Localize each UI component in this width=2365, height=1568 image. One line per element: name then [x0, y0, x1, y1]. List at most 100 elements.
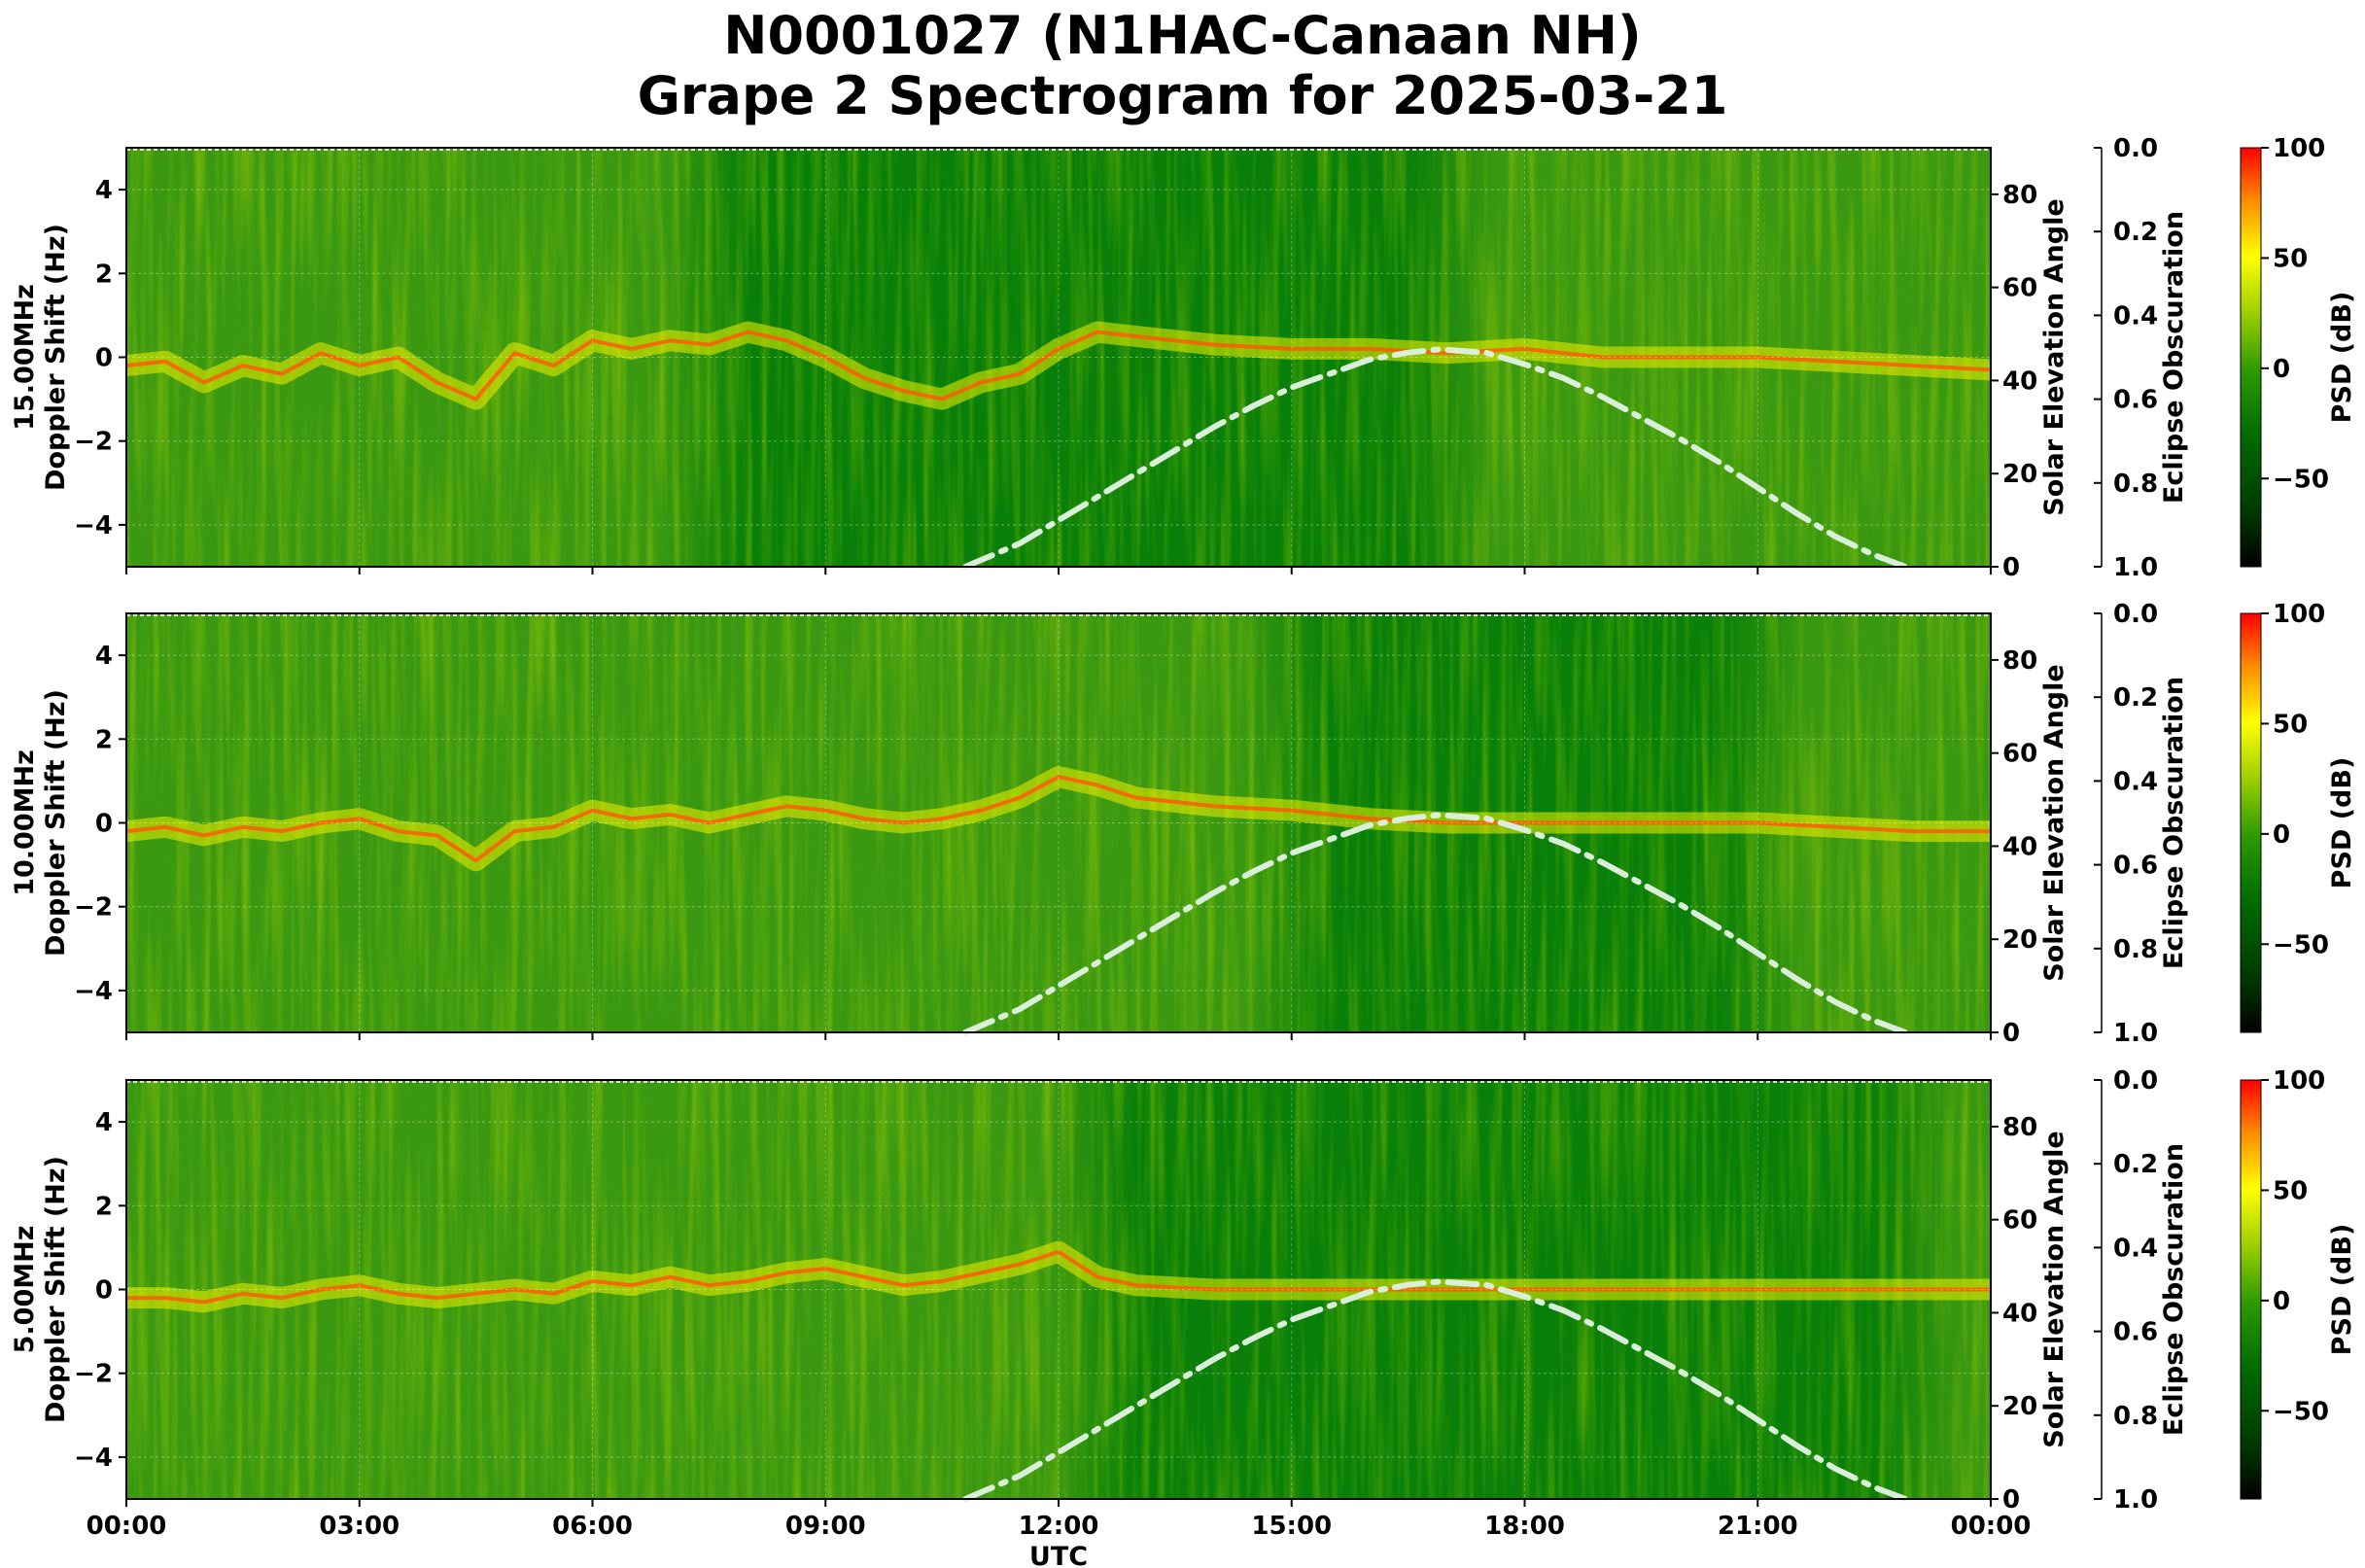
- solar-elevation-curve: [962, 346, 1909, 570]
- y-tick-label: 4: [95, 176, 113, 205]
- y-tick-label: 4: [95, 642, 113, 671]
- eclipse-tick-label: 0.4: [2113, 767, 2158, 796]
- x-tick-label: 12:00: [1019, 1512, 1099, 1541]
- doppler-trace-line: [125, 330, 1992, 401]
- x-tick-label: 03:00: [319, 1512, 400, 1541]
- eclipse-tick-label: 0.2: [2113, 218, 2158, 247]
- solar-axis-label: Solar Elevation Angle: [2039, 664, 2069, 981]
- colorbar: [2240, 147, 2262, 568]
- y-tick-label: 2: [95, 260, 113, 289]
- eclipse-tick-label: 0.4: [2113, 1234, 2158, 1263]
- y-axis-label-freq: 15.00MHz: [10, 284, 40, 431]
- eclipse-tick-label: 0.4: [2113, 301, 2158, 331]
- solar-tick-label: 0: [2002, 1485, 2020, 1515]
- eclipse-tick-label: 1.0: [2113, 553, 2158, 582]
- colorbar-label: PSD (dB): [2327, 757, 2357, 889]
- eclipse-tick-label: 0.0: [2113, 600, 2158, 629]
- x-axis-label: UTC: [1029, 1542, 1088, 1568]
- colorbar-tick-label: 100: [2273, 600, 2325, 629]
- colorbar-tick-label: −50: [2273, 930, 2329, 959]
- colorbar: [2240, 1079, 2262, 1500]
- eclipse-tick-label: 0.8: [2113, 1402, 2158, 1431]
- solar-tick-label: 40: [2002, 832, 2037, 861]
- x-tick-label: 21:00: [1718, 1512, 1798, 1541]
- colorbar-tick-label: 100: [2273, 1066, 2325, 1096]
- eclipse-tick-label: 0.6: [2113, 1318, 2158, 1347]
- y-axis-label: 10.00MHzDoppler Shift (Hz): [10, 689, 71, 957]
- eclipse-axis-label: Eclipse Obscuration: [2159, 677, 2189, 969]
- eclipse-tick-label: 0.2: [2113, 683, 2158, 713]
- eclipse-tick-label: 1.0: [2113, 1485, 2158, 1515]
- x-tick-label: 00:00: [1951, 1512, 2032, 1541]
- solar-tick-label: 40: [2002, 1299, 2037, 1328]
- solar-tick-label: 20: [2002, 460, 2037, 489]
- figure-title-line1: N0001027 (N1HAC-Canaan NH): [723, 5, 1642, 66]
- colorbar: [2240, 612, 2262, 1033]
- eclipse-tick-label: 1.0: [2113, 1019, 2158, 1048]
- solar-axis-label: Solar Elevation Angle: [2039, 1131, 2069, 1447]
- eclipse-tick-label: 0.6: [2113, 386, 2158, 415]
- x-tick-label: 06:00: [552, 1512, 633, 1541]
- colorbar-tick-label: −50: [2273, 465, 2329, 494]
- y-tick-label: −4: [74, 977, 113, 1006]
- eclipse-tick-label: 0.6: [2113, 852, 2158, 881]
- eclipse-tick-label: 0.8: [2113, 935, 2158, 964]
- y-axis-label-unit: Doppler Shift (Hz): [41, 1156, 71, 1423]
- colorbar-label: PSD (dB): [2327, 292, 2357, 424]
- solar-tick-label: 80: [2002, 646, 2037, 676]
- y-tick-label: 4: [95, 1108, 113, 1137]
- colorbar-tick-label: 100: [2273, 134, 2325, 163]
- solar-tick-label: 60: [2002, 274, 2037, 303]
- solar-elevation-curve: [962, 1278, 1909, 1502]
- y-tick-label: −4: [74, 1444, 113, 1473]
- solar-tick-label: 40: [2002, 366, 2037, 396]
- colorbar-tick-label: −50: [2273, 1397, 2329, 1426]
- eclipse-tick-label: 0.0: [2113, 1066, 2158, 1096]
- y-axis-label-unit: Doppler Shift (Hz): [41, 224, 71, 491]
- y-tick-label: 0: [95, 1276, 113, 1306]
- colorbar-tick-label: 0: [2273, 820, 2290, 850]
- panel-15-00mhz: 420−2−415.00MHzDoppler Shift (Hz)0204060…: [10, 134, 2357, 582]
- eclipse-tick-label: 0.8: [2113, 470, 2158, 499]
- eclipse-tick-label: 0.0: [2113, 134, 2158, 163]
- y-tick-label: −2: [74, 1360, 113, 1389]
- solar-tick-label: 60: [2002, 740, 2037, 769]
- eclipse-axis-label: Eclipse Obscuration: [2159, 1143, 2189, 1436]
- solar-tick-label: 20: [2002, 925, 2037, 955]
- colorbar-tick-label: 50: [2273, 710, 2308, 739]
- y-tick-label: 2: [95, 1192, 113, 1221]
- eclipse-tick-label: 0.2: [2113, 1150, 2158, 1179]
- colorbar-tick-label: 50: [2273, 244, 2308, 273]
- x-tick-label: 18:00: [1484, 1512, 1565, 1541]
- colorbar-label: PSD (dB): [2327, 1224, 2357, 1356]
- panel-5-00mhz: 420−2−45.00MHzDoppler Shift (Hz)02040608…: [10, 1066, 2357, 1568]
- colorbar-tick-label: 0: [2273, 355, 2290, 384]
- colorbar-tick-label: 50: [2273, 1176, 2308, 1205]
- solar-tick-label: 0: [2002, 1019, 2020, 1048]
- y-axis-label: 15.00MHzDoppler Shift (Hz): [10, 224, 71, 491]
- doppler-trace-line: [126, 1249, 1991, 1305]
- x-tick-label: 15:00: [1251, 1512, 1332, 1541]
- solar-tick-label: 60: [2002, 1206, 2037, 1236]
- y-tick-label: 0: [95, 810, 113, 839]
- doppler-trace-line: [125, 775, 1991, 863]
- y-tick-label: 2: [95, 725, 113, 754]
- x-tick-label: 00:00: [87, 1512, 167, 1541]
- y-tick-label: −2: [74, 428, 113, 457]
- y-axis-label-freq: 5.00MHz: [10, 1226, 40, 1354]
- solar-tick-label: 80: [2002, 181, 2037, 210]
- y-tick-label: −2: [74, 893, 113, 923]
- colorbar-tick-label: 0: [2273, 1287, 2290, 1316]
- solar-elevation-curve: [962, 812, 1909, 1035]
- solar-tick-label: 0: [2002, 553, 2020, 582]
- figure-title-line2: Grape 2 Spectrogram for 2025-03-21: [637, 65, 1728, 126]
- y-tick-label: 0: [95, 344, 113, 373]
- solar-tick-label: 80: [2002, 1113, 2037, 1142]
- y-axis-label-freq: 10.00MHz: [10, 749, 40, 896]
- panel-10-00mhz: 420−2−410.00MHzDoppler Shift (Hz)0204060…: [10, 600, 2357, 1048]
- solar-tick-label: 20: [2002, 1392, 2037, 1421]
- y-tick-label: −4: [74, 511, 113, 540]
- y-axis-label-unit: Doppler Shift (Hz): [41, 689, 71, 957]
- eclipse-axis-label: Eclipse Obscuration: [2159, 211, 2189, 504]
